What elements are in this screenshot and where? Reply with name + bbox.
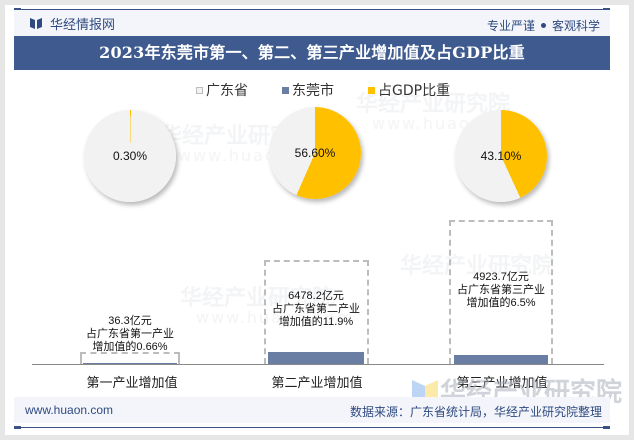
pie-primary[interactable]: 0.30% — [84, 110, 176, 202]
x-axis — [32, 364, 604, 365]
guangdong-box-secondary[interactable] — [264, 260, 369, 364]
logo-text: 华经情报网 — [50, 17, 116, 33]
annotation-tertiary: 4923.7亿元 占广东省第三产业 增加值的6.5% — [441, 271, 561, 310]
book-logo-icon — [30, 18, 42, 29]
annotation-value: 6478.2亿元 — [288, 290, 344, 302]
category-label-tertiary: 第三产业增加值 — [456, 376, 548, 391]
header-bar: 华经情报网 专业严谨 客观科学 — [14, 10, 610, 36]
legend: 广东省 东莞市 占GDP比重 — [196, 80, 450, 100]
annotation-value: 4923.7亿元 — [473, 271, 529, 283]
pie-secondary[interactable]: 56.60% — [269, 107, 361, 199]
pie-label: 0.30% — [112, 149, 148, 163]
pie-label: 43.10% — [480, 149, 522, 163]
slogan-right: 客观科学 — [551, 19, 600, 33]
pie-tertiary[interactable]: 43.10% — [455, 110, 547, 202]
annotation-secondary: 6478.2亿元 占广东省第二产业 增加值的11.9% — [256, 290, 376, 329]
top-rule — [14, 8, 610, 11]
slogan: 专业严谨 客观科学 — [487, 17, 600, 34]
legend-swatch-icon — [368, 86, 375, 94]
annotation-share: 增加值的11.9% — [278, 316, 354, 328]
annotation-text: 占广东省第二产业 — [272, 303, 360, 315]
data-source: 数据来源：广东省统计局，华经产业研究院整理 — [349, 405, 602, 419]
annotation-text: 占广东省第一产业 — [86, 328, 174, 340]
guangdong-box-primary[interactable] — [80, 352, 180, 364]
slogan-left: 专业严谨 — [486, 19, 535, 33]
bottom-rule — [14, 426, 610, 429]
annotation-text: 占广东省第三产业 — [457, 284, 545, 296]
dongguan-bar-tertiary[interactable] — [454, 355, 548, 364]
legend-item-guangdong[interactable]: 广东省 — [196, 80, 248, 100]
dongguan-bar-primary[interactable] — [83, 363, 177, 364]
legend-swatch-icon — [282, 86, 289, 94]
legend-label: 东莞市 — [292, 83, 334, 99]
annotation-share: 增加值的0.66% — [92, 341, 168, 353]
pie-chart — [455, 110, 547, 202]
legend-label: 广东省 — [206, 83, 248, 99]
annotation-share: 增加值的6.5% — [466, 297, 536, 309]
annotation-primary: 36.3亿元 占广东省第一产业 增加值的0.66% — [70, 315, 190, 354]
legend-swatch-icon — [196, 86, 203, 94]
pie-chart — [84, 110, 176, 202]
footer-url-link[interactable]: www.huaon.com — [25, 403, 114, 417]
dongguan-bar-secondary[interactable] — [268, 352, 364, 364]
category-label-secondary: 第二产业增加值 — [271, 376, 363, 391]
legend-label: 占GDP比重 — [378, 83, 451, 99]
annotation-value: 36.3亿元 — [108, 315, 152, 327]
dot-separator-icon — [540, 23, 546, 28]
legend-item-dongguan[interactable]: 东莞市 — [282, 80, 334, 100]
chart-title: 2023年东莞市第一、第二、第三产业增加值及占GDP比重 — [14, 36, 610, 70]
legend-item-gdp-share[interactable]: 占GDP比重 — [368, 80, 450, 100]
pie-chart — [269, 107, 361, 199]
guangdong-box-tertiary[interactable] — [449, 220, 553, 364]
pie-label: 56.60% — [294, 146, 336, 160]
category-label-primary: 第一产业增加值 — [86, 376, 178, 391]
brand-logo: 华经情报网 — [30, 16, 116, 33]
footer-bar: www.huaon.com 数据来源：广东省统计局，华经产业研究院整理 — [14, 397, 610, 423]
